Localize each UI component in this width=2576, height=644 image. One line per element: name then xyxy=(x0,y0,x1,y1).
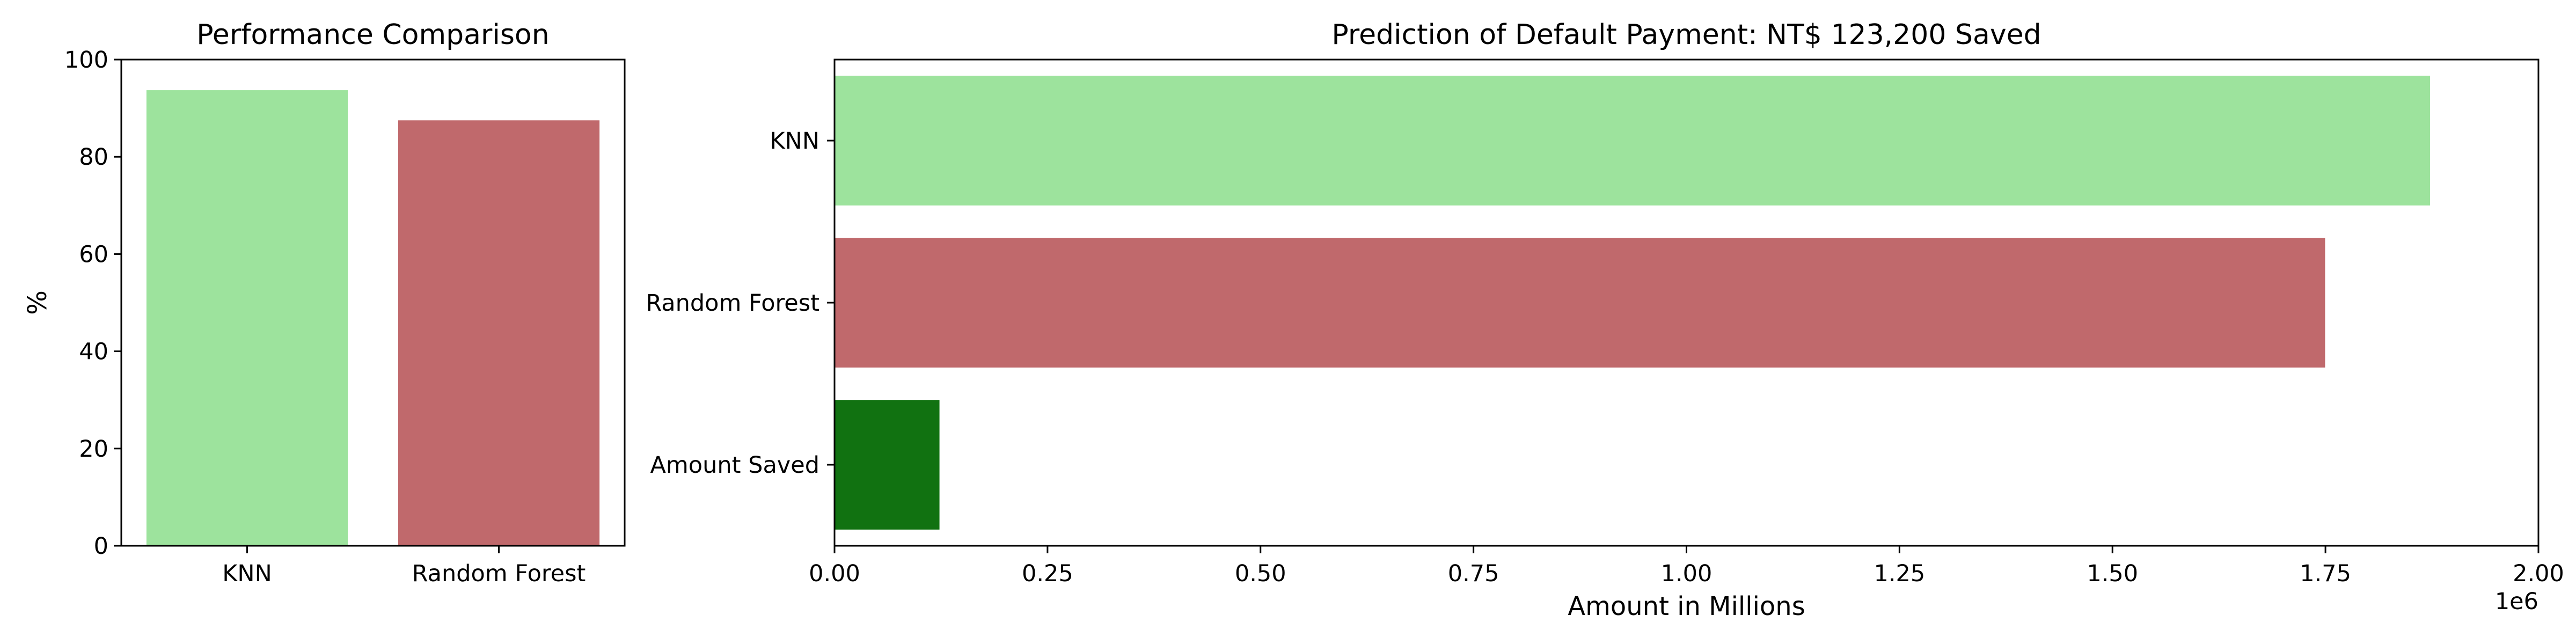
y-tick-label: KNN xyxy=(770,128,819,155)
x-tick-label: 1.50 xyxy=(2087,560,2138,587)
chart-title: Prediction of Default Payment: NT$ 123,2… xyxy=(1331,19,2041,51)
x-tick-label: Random Forest xyxy=(412,560,586,587)
y-tick-label: 80 xyxy=(79,144,108,171)
bar-amount-saved xyxy=(835,400,940,530)
chart-title: Performance Comparison xyxy=(196,19,549,51)
x-axis-label: Amount in Millions xyxy=(1568,591,1805,621)
y-tick-label: Amount Saved xyxy=(650,452,820,479)
x-tick-label: KNN xyxy=(222,560,272,587)
y-tick-label: 100 xyxy=(64,47,108,74)
bar-knn xyxy=(146,90,348,546)
x-tick-label: 2.00 xyxy=(2513,560,2564,587)
bar-knn xyxy=(835,76,2431,206)
plot-frame xyxy=(120,58,626,547)
y-tick-label: Random Forest xyxy=(646,290,819,317)
bar-random-forest xyxy=(835,238,2325,368)
y-tick-label: 40 xyxy=(79,339,108,365)
plot-frame xyxy=(833,58,2540,547)
y-axis-label: % xyxy=(23,290,53,315)
default-payment-chart: Prediction of Default Payment: NT$ 123,2… xyxy=(646,19,2564,621)
y-tick-label: 20 xyxy=(79,436,108,463)
x-tick-label: 1.75 xyxy=(2300,560,2351,587)
x-tick-label: 1.25 xyxy=(1874,560,1926,587)
x-tick-label: 0.75 xyxy=(1448,560,1499,587)
y-tick-label: 0 xyxy=(94,533,108,560)
axis-offset-label: 1e6 xyxy=(2495,588,2538,615)
bar-random-forest xyxy=(398,120,600,546)
y-tick-label: 60 xyxy=(79,241,108,268)
x-tick-label: 0.25 xyxy=(1022,560,1073,587)
performance-comparison-chart: Performance Comparison % KNN Random Fores… xyxy=(23,19,626,587)
x-tick-label: 1.00 xyxy=(1661,560,1713,587)
x-tick-label: 0.00 xyxy=(809,560,860,587)
x-tick-label: 0.50 xyxy=(1235,560,1286,587)
